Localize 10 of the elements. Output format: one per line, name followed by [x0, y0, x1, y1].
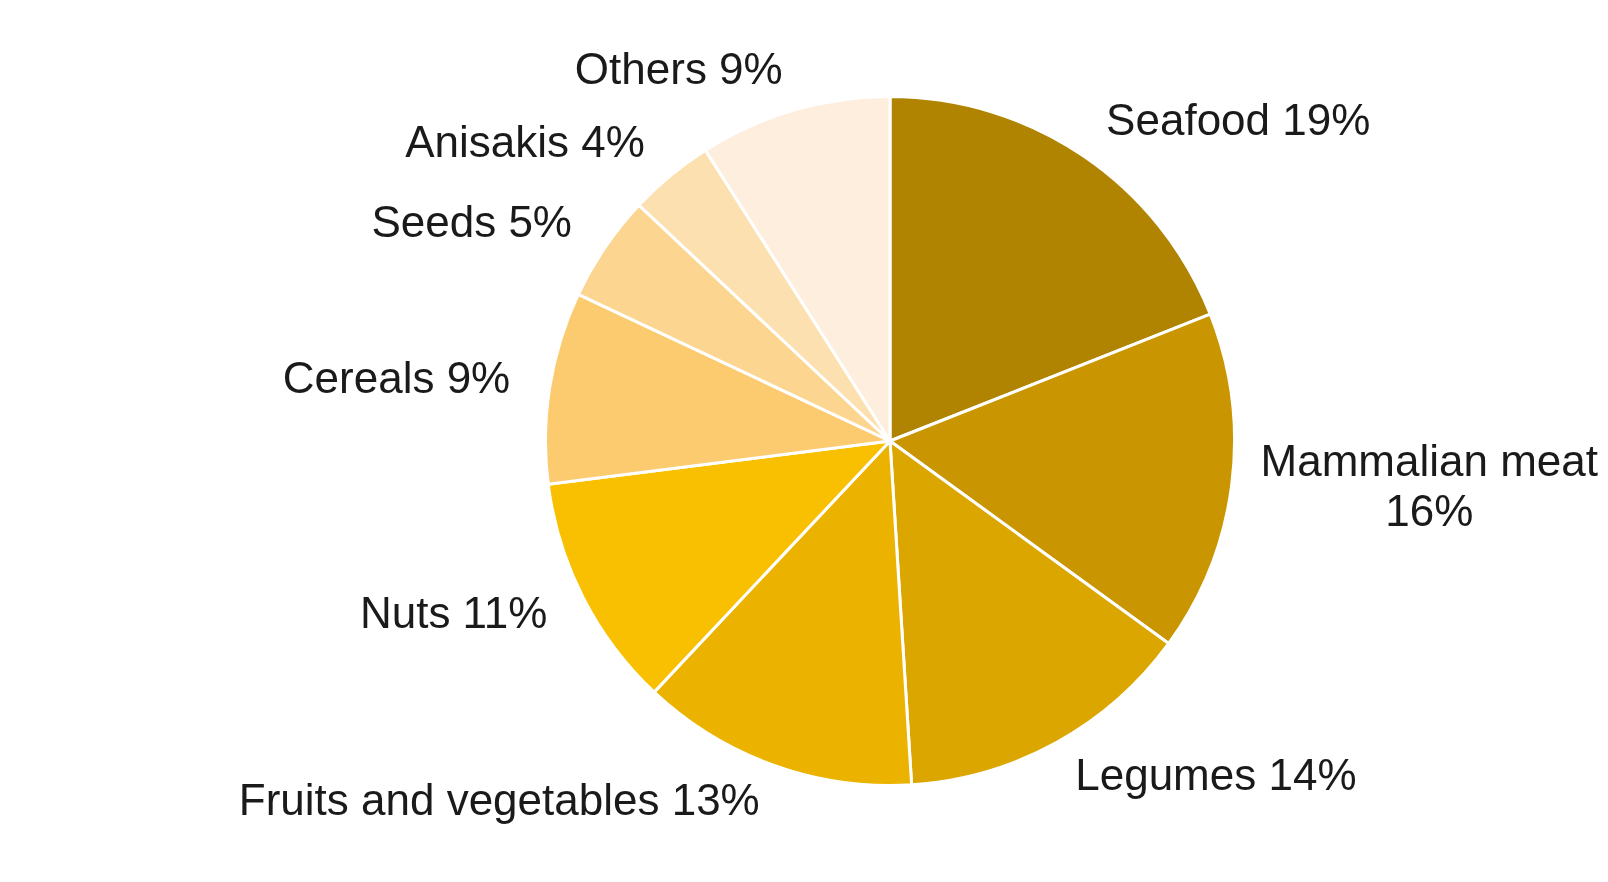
slice-label: Others 9% [574, 43, 783, 93]
slice-label: Anisakis 4% [405, 116, 645, 166]
slice-label: Seeds 5% [371, 197, 572, 247]
slice-label: Fruits and vegetables 13% [238, 774, 760, 824]
slice-label: Cereals 9% [282, 352, 511, 402]
slice-label: Legumes 14% [1075, 750, 1357, 800]
data-label: 16% [1385, 486, 1474, 536]
slice-label: Seafood 19% [1106, 95, 1371, 145]
slice-label: Nuts 11% [359, 587, 548, 637]
slice-label: Mammalian meat [1260, 436, 1598, 486]
